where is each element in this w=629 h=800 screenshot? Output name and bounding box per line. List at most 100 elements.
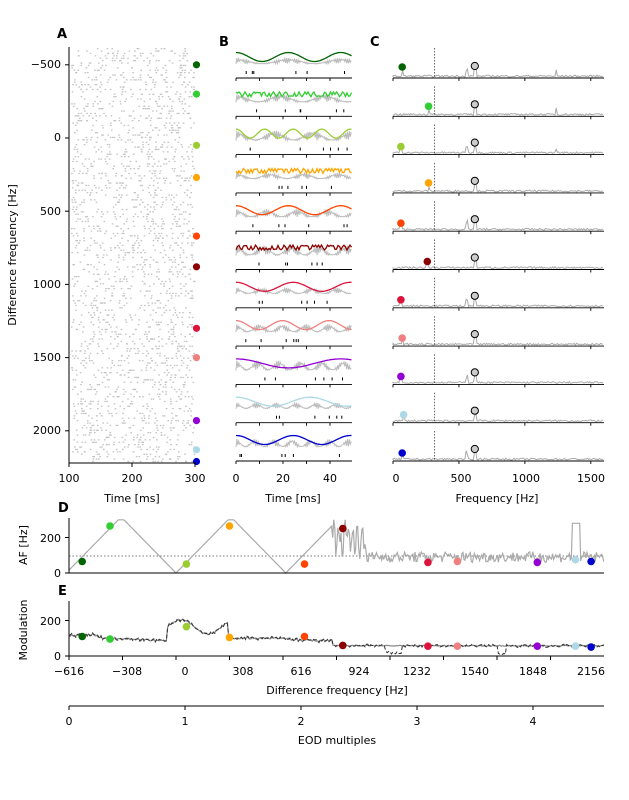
spike	[158, 129, 161, 131]
spike	[151, 338, 154, 340]
spike	[72, 300, 75, 302]
spike	[95, 141, 98, 143]
spike	[167, 300, 169, 302]
spike	[118, 396, 120, 398]
spike	[84, 189, 86, 191]
spike	[189, 312, 191, 314]
spike	[158, 60, 160, 62]
spike	[76, 122, 79, 124]
spike	[132, 249, 134, 251]
panel-d: 0 200 AF [Hz]	[17, 518, 605, 580]
spike	[75, 220, 78, 223]
spike	[130, 348, 132, 350]
spike	[76, 115, 79, 117]
spike	[115, 96, 117, 98]
spike	[107, 288, 110, 290]
spike	[186, 60, 189, 62]
spike	[81, 381, 83, 383]
spike	[153, 228, 156, 230]
panel-letter-a: A	[57, 27, 67, 42]
spike	[127, 288, 129, 290]
df-marker	[192, 90, 201, 98]
spike	[81, 427, 84, 429]
spike	[193, 86, 195, 88]
spike	[150, 297, 152, 299]
spike	[102, 213, 104, 215]
spike	[130, 285, 133, 287]
spike	[183, 384, 185, 386]
spike	[86, 247, 89, 249]
spike	[128, 405, 131, 407]
spike	[143, 379, 146, 381]
spike	[188, 146, 190, 148]
spike	[157, 460, 160, 463]
spike	[104, 232, 106, 235]
spike	[106, 444, 108, 446]
spike	[156, 348, 158, 350]
spike	[111, 309, 113, 311]
spike	[125, 98, 128, 100]
eod-peak-marker	[470, 61, 479, 71]
spike	[86, 50, 88, 52]
spike	[140, 252, 142, 254]
spike	[132, 460, 134, 463]
spike	[179, 225, 182, 227]
envelope-trace	[235, 205, 352, 216]
signal-trace	[235, 130, 352, 142]
spike	[146, 379, 149, 381]
spike	[144, 81, 147, 83]
spike	[155, 141, 157, 143]
spike	[176, 220, 179, 223]
spike	[106, 211, 109, 213]
spike	[125, 184, 128, 187]
spike	[85, 427, 88, 429]
spike	[106, 451, 108, 453]
spike	[104, 55, 107, 57]
spike	[89, 408, 92, 410]
spike	[124, 156, 126, 158]
spike	[101, 242, 104, 244]
spike	[137, 441, 140, 443]
spike	[95, 254, 98, 256]
af-peak-marker	[424, 102, 433, 111]
spike	[135, 456, 138, 458]
af-peak-marker	[397, 372, 405, 381]
spike	[71, 103, 73, 105]
spike	[159, 307, 161, 309]
spike	[156, 420, 158, 422]
spike	[184, 50, 187, 52]
spike	[156, 276, 158, 278]
spike	[157, 429, 159, 431]
spike	[192, 228, 194, 230]
spike	[77, 276, 80, 278]
spike	[174, 336, 176, 338]
spike	[141, 444, 144, 446]
spike	[86, 120, 88, 122]
spike	[97, 254, 99, 256]
spike	[101, 134, 103, 136]
spike	[162, 427, 164, 429]
spike	[104, 139, 107, 141]
axis-e-xtick: 0	[182, 665, 189, 678]
spike	[82, 139, 84, 141]
spike	[96, 273, 99, 275]
spike	[168, 112, 170, 115]
spike	[155, 60, 158, 62]
af-point	[424, 558, 432, 567]
spike	[122, 388, 125, 391]
spike	[172, 314, 175, 316]
spike	[113, 348, 115, 350]
spike	[186, 391, 189, 393]
spike	[191, 206, 194, 208]
spike	[180, 288, 182, 290]
spike	[183, 170, 185, 172]
spike	[73, 285, 75, 287]
spike	[132, 134, 135, 136]
spike	[120, 196, 122, 199]
spike	[82, 398, 84, 400]
spike	[107, 52, 109, 55]
spike	[74, 247, 77, 249]
spike	[121, 400, 124, 403]
spike	[137, 237, 139, 239]
spike	[192, 76, 194, 79]
